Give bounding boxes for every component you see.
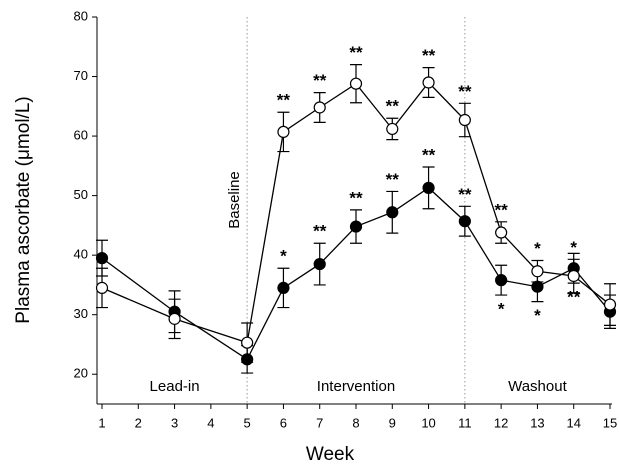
x-tick-label: 6 bbox=[280, 415, 287, 430]
significance-label: * bbox=[498, 300, 505, 319]
significance-label: ** bbox=[422, 46, 436, 65]
significance-label: ** bbox=[313, 71, 327, 90]
y-tick-label: 30 bbox=[74, 306, 88, 321]
x-tick-label: 7 bbox=[316, 415, 323, 430]
marker bbox=[567, 269, 580, 283]
y-tick-label: 40 bbox=[74, 247, 88, 262]
significance-label: * bbox=[570, 238, 577, 257]
y-tick-label: 50 bbox=[74, 187, 88, 202]
marker bbox=[495, 226, 508, 239]
x-axis-label: Week bbox=[306, 444, 355, 465]
y-tick-label: 20 bbox=[74, 366, 88, 381]
region-label: Intervention bbox=[317, 378, 395, 395]
x-tick-label: 9 bbox=[389, 415, 396, 430]
x-tick-label: 1 bbox=[98, 415, 105, 430]
marker bbox=[313, 257, 326, 271]
significance-label: ** bbox=[458, 185, 472, 204]
region-label: Washout bbox=[508, 378, 567, 395]
marker bbox=[422, 76, 435, 89]
significance-label: ** bbox=[422, 146, 436, 165]
marker bbox=[458, 215, 471, 228]
marker bbox=[386, 206, 399, 219]
marker bbox=[168, 312, 181, 325]
marker bbox=[313, 101, 326, 114]
x-tick-label: 4 bbox=[207, 415, 214, 430]
marker bbox=[531, 280, 544, 293]
y-axis-label: Plasma ascorbate (μmol/L) bbox=[13, 96, 34, 323]
marker bbox=[349, 220, 363, 233]
x-tick-label: 14 bbox=[566, 415, 580, 430]
significance-label: ** bbox=[495, 200, 509, 219]
significance-label: * bbox=[534, 306, 541, 325]
marker bbox=[603, 298, 617, 311]
marker bbox=[277, 281, 290, 294]
x-tick-label: 10 bbox=[421, 415, 435, 430]
significance-label: ** bbox=[349, 43, 363, 62]
x-tick-label: 12 bbox=[494, 415, 508, 430]
marker bbox=[277, 125, 290, 139]
significance-label: ** bbox=[349, 188, 363, 207]
y-tick-label: 60 bbox=[74, 128, 88, 143]
x-tick-label: 3 bbox=[171, 415, 178, 430]
significance-label: ** bbox=[458, 82, 472, 101]
marker bbox=[458, 113, 471, 127]
x-tick-label: 11 bbox=[458, 415, 472, 430]
baseline-label: Baseline bbox=[226, 171, 243, 229]
marker bbox=[386, 122, 399, 136]
marker bbox=[241, 336, 254, 349]
region-label: Lead-in bbox=[150, 378, 200, 395]
significance-label: ** bbox=[277, 91, 291, 110]
marker bbox=[495, 274, 508, 287]
significance-label: * bbox=[534, 239, 541, 258]
marker bbox=[422, 181, 435, 194]
x-tick-label: 13 bbox=[530, 415, 544, 430]
marker bbox=[95, 281, 109, 294]
marker bbox=[95, 252, 109, 265]
marker bbox=[349, 77, 363, 90]
y-tick-label: 70 bbox=[74, 68, 88, 83]
significance-label: * bbox=[280, 247, 287, 266]
marker bbox=[531, 265, 544, 278]
significance-label: ** bbox=[313, 222, 327, 241]
x-tick-label: 2 bbox=[135, 415, 142, 430]
y-tick-label: 80 bbox=[74, 8, 88, 23]
significance-label: ** bbox=[386, 97, 400, 116]
significance-label: ** bbox=[567, 288, 581, 307]
x-tick-label: 5 bbox=[244, 415, 251, 430]
significance-label: ** bbox=[386, 170, 400, 189]
x-tick-label: 8 bbox=[352, 415, 359, 430]
x-tick-label: 15 bbox=[603, 415, 617, 430]
marker bbox=[241, 353, 254, 366]
